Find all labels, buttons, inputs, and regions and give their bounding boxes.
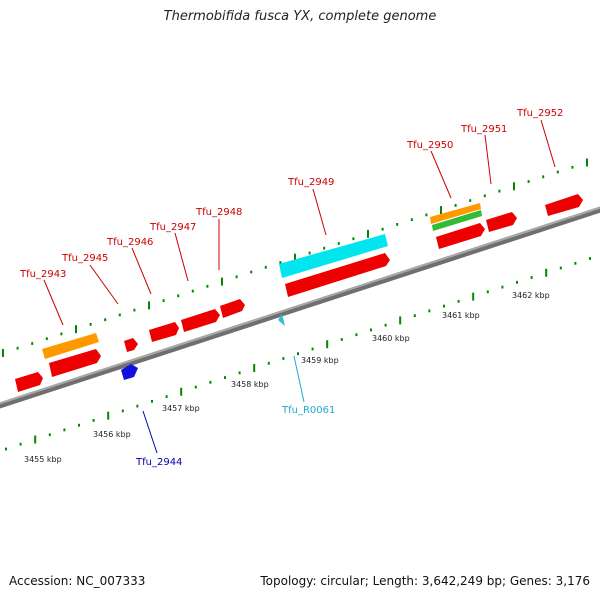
gene-label[interactable]: Tfu_2950: [406, 140, 453, 151]
leader-tfu-r0061: [293, 355, 305, 403]
scale-label: 3460 kbp: [372, 334, 410, 343]
scale-labels: 3455 kbp 3456 kbp 3457 kbp 3458 kbp 3459 kbp…: [24, 291, 550, 464]
cds-arrow-tfu-2948[interactable]: [220, 299, 245, 318]
accession-info: Accession: NC_007333: [9, 574, 146, 588]
gene-label[interactable]: Tfu_2948: [195, 207, 242, 218]
minus-strand-rna-tfu-r0061[interactable]: [278, 314, 285, 326]
scale-label: 3458 kbp: [231, 380, 269, 389]
scale-label: 3461 kbp: [442, 311, 480, 320]
scale-label: 3462 kbp: [512, 291, 550, 300]
lower-tick-track: [5, 257, 591, 451]
rrna-bar-right[interactable]: [430, 203, 481, 224]
leader-tfu-2951: [484, 134, 492, 185]
cds-arrow-tfu-2947[interactable]: [181, 309, 220, 332]
cyan-rna-bar[interactable]: [279, 234, 388, 278]
gene-label[interactable]: Tfu_2949: [287, 177, 334, 188]
cds-arrow-tfu-2951[interactable]: [486, 212, 517, 232]
gene-leader-lines: [43, 119, 556, 326]
minus-strand-gene-tfu-2944[interactable]: [121, 364, 138, 380]
leader-tfu-2946: [131, 247, 152, 295]
cds-arrow-tfu-2952[interactable]: [545, 194, 583, 216]
map-title: Thermobifida fusca YX, complete genome: [163, 9, 437, 24]
upper-tick-track: [2, 158, 588, 357]
scale-label: 3456 kbp: [93, 430, 131, 439]
leader-tfu-2949: [312, 188, 327, 236]
cds-arrow-tfu-2950[interactable]: [436, 223, 485, 249]
scale-label: 3455 kbp: [24, 455, 62, 464]
cds-arrow-tfu-2945[interactable]: [124, 338, 138, 352]
leader-tfu-2947: [174, 232, 189, 282]
leader-tfu-2943: [43, 279, 64, 326]
cds-arrow-tfu-2949[interactable]: [285, 253, 390, 297]
gene-label[interactable]: Tfu_2946: [106, 237, 153, 248]
leader-tfu-2950: [430, 150, 452, 199]
gene-label[interactable]: Tfu_2944: [135, 457, 182, 468]
leader-tfu-2944: [142, 410, 158, 454]
scale-label: 3459 kbp: [301, 356, 339, 365]
gene-label[interactable]: Tfu_R0061: [281, 405, 335, 416]
gene-label[interactable]: Tfu_2945: [61, 253, 108, 264]
cds-arrow-tfu-2946[interactable]: [149, 322, 179, 342]
cds-arrow-tfu-2943-b[interactable]: [49, 349, 101, 377]
gene-label[interactable]: Tfu_2943: [19, 269, 66, 280]
cds-arrow-tfu-2943-a[interactable]: [15, 372, 43, 392]
gene-label[interactable]: Tfu_2952: [516, 108, 563, 119]
trna-bar[interactable]: [432, 210, 482, 231]
genome-backbone: [0, 206, 600, 409]
leader-tfu-2952: [540, 119, 556, 168]
rrna-bar-left[interactable]: [42, 333, 99, 359]
gene-label[interactable]: Tfu_2947: [149, 222, 196, 233]
genome-summary: Topology: circular; Length: 3,642,249 bp…: [260, 574, 590, 588]
cds-features: [15, 194, 583, 392]
scale-label: 3457 kbp: [162, 404, 200, 413]
genome-backbone-highlight: [0, 206, 600, 405]
gene-label[interactable]: Tfu_2951: [460, 124, 507, 135]
leader-tfu-2945: [89, 264, 119, 305]
gene-labels: Tfu_2943 Tfu_2945 Tfu_2946 Tfu_2947 Tfu_…: [19, 108, 563, 468]
